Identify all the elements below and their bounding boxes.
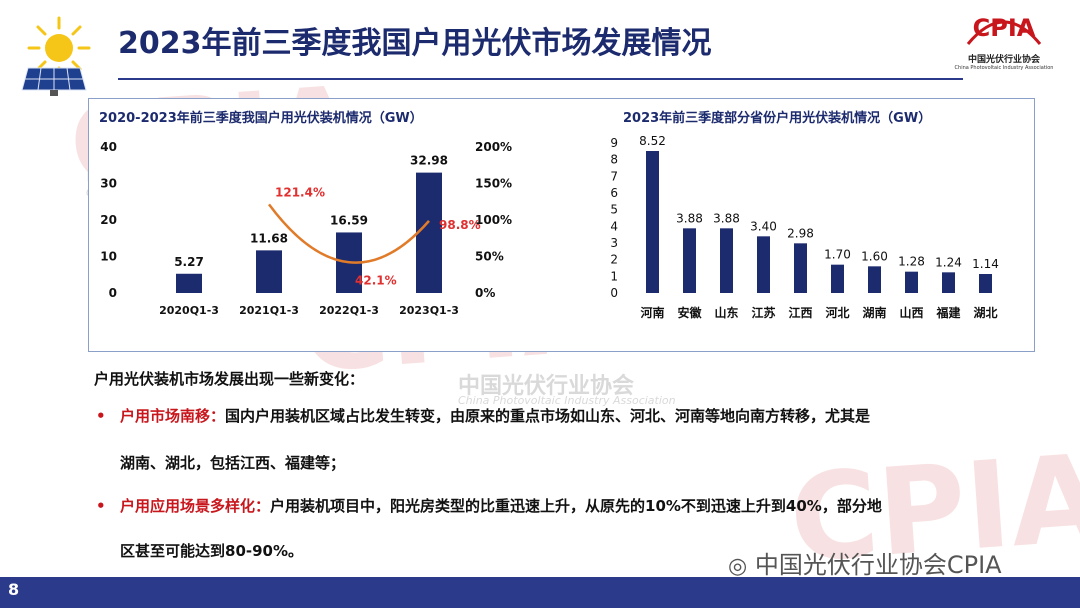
bar-value-label: 11.68 <box>250 231 288 245</box>
x-tick-label: 湖南 <box>862 305 886 320</box>
bar-value-label: 32.98 <box>410 154 448 168</box>
bar <box>416 172 442 293</box>
bar <box>683 228 696 293</box>
x-tick-label: 湖北 <box>973 305 997 320</box>
y-tick-label: 7 <box>610 169 618 183</box>
logo-subtitle-cn: 中国光伏行业协会 <box>967 55 1040 65</box>
y-tick-label: 5 <box>610 203 618 217</box>
y2-tick-label: 0% <box>475 286 495 300</box>
footer-bar <box>0 577 1080 608</box>
x-tick-label: 山西 <box>899 305 923 320</box>
growth-label: 121.4% <box>275 185 325 199</box>
bar-value-label: 1.60 <box>861 249 888 263</box>
x-tick-label: 2023Q1-3 <box>399 304 459 317</box>
x-tick-label: 福建 <box>935 305 961 320</box>
chart-title-left: 2020-2023年前三季度我国户用光伏装机情况（GW） <box>99 111 423 126</box>
x-tick-label: 2020Q1-3 <box>159 304 219 317</box>
y-tick-label: 0 <box>610 286 618 300</box>
x-tick-label: 河南 <box>639 305 664 320</box>
chart-right: 0 1 2 3 4 5 6 7 8 9 8.52 河南 3.88 安徽 3.88 山东 3.40 江苏 2.98 江西… <box>610 134 999 320</box>
cpia-logo: CPIA 中国光伏行业协会 China Photovoltaic Industr… <box>944 8 1064 80</box>
bar <box>720 228 733 293</box>
x-tick-label: 江西 <box>788 305 812 320</box>
bullet-heading: 户用市场南移： <box>120 407 226 425</box>
bullet-continuation: 湖南、湖北，包括江西、福建等； <box>120 454 346 472</box>
x-tick-label: 2022Q1-3 <box>319 304 379 317</box>
page-title: 2023年前三季度我国户用光伏市场发展情况 <box>118 26 712 61</box>
y-tick-label: 30 <box>100 177 117 191</box>
y-tick-label: 1 <box>610 269 618 283</box>
logo-arc-icon <box>966 20 1042 45</box>
bullet-body: 户用装机项目中，阳光房类型的比重迅速上升，从原先的10%不到迅速上升到40%，部… <box>270 497 882 515</box>
bar <box>905 271 918 293</box>
x-tick-label: 山东 <box>714 305 738 320</box>
logo-subtitle-en: China Photovoltaic Industry Association <box>954 65 1054 71</box>
wechat-icon: ◎ <box>728 554 748 579</box>
x-tick-label: 安徽 <box>677 305 702 320</box>
bar <box>757 236 770 293</box>
bullet-south-shift: • 户用市场南移：国内户用装机区域占比发生转变，由原来的重点市场如山东、河北、河南… <box>96 394 870 438</box>
y-tick-label: 40 <box>100 140 117 154</box>
bar-value-label: 1.24 <box>935 255 962 269</box>
bar-value-label: 3.40 <box>750 219 777 233</box>
y-tick-label: 2 <box>610 253 618 267</box>
y-tick-label: 0 <box>109 286 117 300</box>
y2-tick-label: 100% <box>475 213 512 227</box>
bar-value-label: 1.70 <box>824 248 851 262</box>
bar <box>979 274 992 293</box>
y2-tick-label: 200% <box>475 140 512 154</box>
y-tick-label: 3 <box>610 236 618 250</box>
growth-label: 42.1% <box>355 273 397 287</box>
bar-value-label: 2.98 <box>787 226 814 240</box>
bullet-heading: 户用应用场景多样化： <box>120 497 271 515</box>
bullet-dot-icon: • <box>96 497 106 515</box>
solar-sun-icon <box>21 16 91 96</box>
chart-title-right: 2023年前三季度部分省份户用光伏装机情况（GW） <box>623 111 932 126</box>
chart-left: 0 10 20 30 40 0% 50% 100% 150% 200% 5.27 2020Q1-3 11… <box>100 140 512 317</box>
y-tick-label: 10 <box>100 250 117 264</box>
bar <box>868 266 881 293</box>
chart-panel: 2020-2023年前三季度我国户用光伏装机情况（GW） 2023年前三季度部分… <box>88 98 1035 352</box>
y-tick-label: 20 <box>100 213 117 227</box>
logo-text: CPIA <box>972 14 1036 42</box>
x-tick-label: 2021Q1-3 <box>239 304 299 317</box>
page-number: 8 <box>8 580 20 599</box>
x-tick-label: 江苏 <box>751 305 775 320</box>
bar-value-label: 3.88 <box>676 211 703 225</box>
bar-value-label: 1.28 <box>898 255 925 269</box>
bar <box>646 151 659 293</box>
y-tick-label: 8 <box>610 153 618 167</box>
y2-tick-label: 50% <box>475 250 504 264</box>
wechat-watermark: ◎ 中国光伏行业协会CPIA <box>728 545 1002 580</box>
bullet-dot-icon: • <box>96 407 106 425</box>
bar <box>176 273 202 293</box>
y-tick-label: 6 <box>610 186 618 200</box>
x-tick-label: 河北 <box>824 305 849 320</box>
bar <box>831 264 844 293</box>
bar-value-label: 1.14 <box>972 257 999 271</box>
bar <box>256 250 282 293</box>
bar-value-label: 3.88 <box>713 211 740 225</box>
title-underline <box>118 78 963 80</box>
bullet-continuation: 区甚至可能达到80-90%。 <box>120 542 304 560</box>
bullet-body: 国内户用装机区域占比发生转变，由原来的重点市场如山东、河北、河南等地向南方转移，… <box>225 407 871 425</box>
growth-label: 98.8% <box>439 218 481 232</box>
bar-value-label: 8.52 <box>639 134 666 148</box>
y2-tick-label: 150% <box>475 177 512 191</box>
bar <box>942 272 955 293</box>
bullet-diversification: • 户用应用场景多样化：户用装机项目中，阳光房类型的比重迅速上升，从原先的10%不… <box>96 484 882 528</box>
bar-value-label: 16.59 <box>330 213 368 227</box>
intro-text: 户用光伏装机市场发展出现一些新变化： <box>94 370 365 388</box>
y-tick-label: 9 <box>610 136 618 150</box>
wechat-label: 中国光伏行业协会CPIA <box>754 551 1002 579</box>
growth-line <box>267 203 430 264</box>
bar <box>794 243 807 293</box>
y-tick-label: 4 <box>610 219 618 233</box>
bar-value-label: 5.27 <box>174 255 204 269</box>
